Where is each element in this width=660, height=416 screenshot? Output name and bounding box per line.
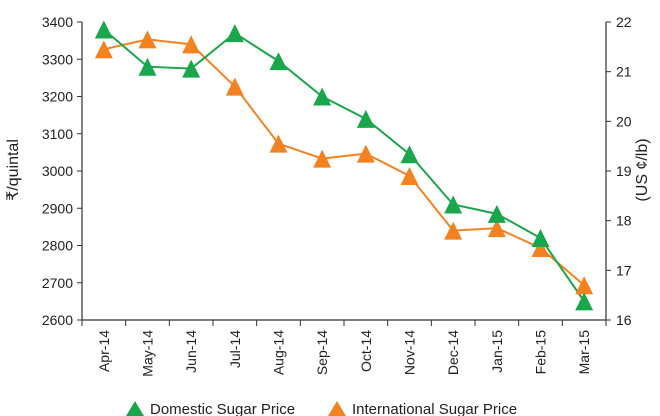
data-point-domestic xyxy=(444,195,463,214)
legend-label-domestic: Domestic Sugar Price xyxy=(150,401,295,416)
y-tick-label-right: 17 xyxy=(616,262,632,278)
data-point-domestic xyxy=(182,59,201,78)
y-tick-label-left: 3400 xyxy=(42,14,73,30)
y-tick-label-left: 2900 xyxy=(42,200,73,216)
series-line-international xyxy=(103,38,585,286)
x-tick-label: Dec-14 xyxy=(445,330,461,375)
data-point-domestic xyxy=(356,109,375,128)
data-point-international xyxy=(138,30,157,49)
series-layer xyxy=(94,20,594,311)
data-point-international xyxy=(356,144,375,163)
y-tick-label-left: 3300 xyxy=(42,51,73,67)
data-point-international xyxy=(269,134,288,153)
legend-marker-international xyxy=(328,401,346,416)
data-point-international xyxy=(487,219,506,238)
data-point-international xyxy=(182,35,201,54)
data-point-domestic xyxy=(400,145,419,164)
x-tick-label: May-14 xyxy=(140,330,156,377)
data-point-international xyxy=(225,77,244,96)
data-point-domestic xyxy=(138,57,157,76)
y-tick-label-right: 19 xyxy=(616,163,632,179)
data-point-international xyxy=(313,149,332,168)
data-point-domestic xyxy=(575,292,594,311)
data-point-domestic xyxy=(487,204,506,223)
data-point-international xyxy=(94,40,113,59)
y-tick-label-right: 22 xyxy=(616,14,632,30)
y-tick-label-left: 2800 xyxy=(42,238,73,254)
x-tick-label: Apr-14 xyxy=(96,330,112,372)
axes: 2600 2700 2800 2900 3000 3100 3200 3300 3400 16 17… xyxy=(42,14,632,377)
y-tick-label-right: 21 xyxy=(616,64,632,80)
legend-marker-domestic xyxy=(126,401,144,416)
data-point-domestic xyxy=(531,229,550,248)
y-tick-label-left: 3200 xyxy=(42,89,73,105)
y-tick-label-right: 16 xyxy=(616,312,632,328)
x-tick-label: Feb-15 xyxy=(533,330,549,375)
x-tick-label: Aug-14 xyxy=(271,330,287,375)
y-axis-label-left: ₹/quintal xyxy=(5,139,22,201)
x-tick-label: Oct-14 xyxy=(358,330,374,372)
data-point-international xyxy=(400,166,419,185)
data-point-domestic xyxy=(225,24,244,43)
series-line-domestic xyxy=(103,28,585,302)
x-tick-label: Nov-14 xyxy=(402,330,418,375)
x-tick-label: Sep-14 xyxy=(314,330,330,375)
data-point-international xyxy=(444,221,463,240)
data-point-domestic xyxy=(269,52,288,71)
data-point-international xyxy=(531,238,550,257)
y-tick-label-left: 2600 xyxy=(42,312,73,328)
x-tick-label: Jul-14 xyxy=(227,330,243,368)
y-tick-label-right: 20 xyxy=(616,113,632,129)
y-axis-label-right: (US ¢/lb) xyxy=(634,138,651,201)
x-tick-label: Jun-14 xyxy=(183,330,199,373)
legend: Domestic Sugar Price International Sugar… xyxy=(126,401,517,416)
y-tick-label-left: 3000 xyxy=(42,163,73,179)
legend-label-international: International Sugar Price xyxy=(352,401,517,416)
data-point-domestic xyxy=(94,20,113,39)
x-tick-label: Mar-15 xyxy=(576,330,592,375)
y-tick-label-left: 2700 xyxy=(42,275,73,291)
y-tick-label-left: 3100 xyxy=(42,126,73,142)
data-point-domestic xyxy=(313,87,332,106)
data-point-international xyxy=(575,276,594,295)
x-tick-label: Jan-15 xyxy=(489,330,505,373)
y-tick-label-right: 18 xyxy=(616,213,632,229)
